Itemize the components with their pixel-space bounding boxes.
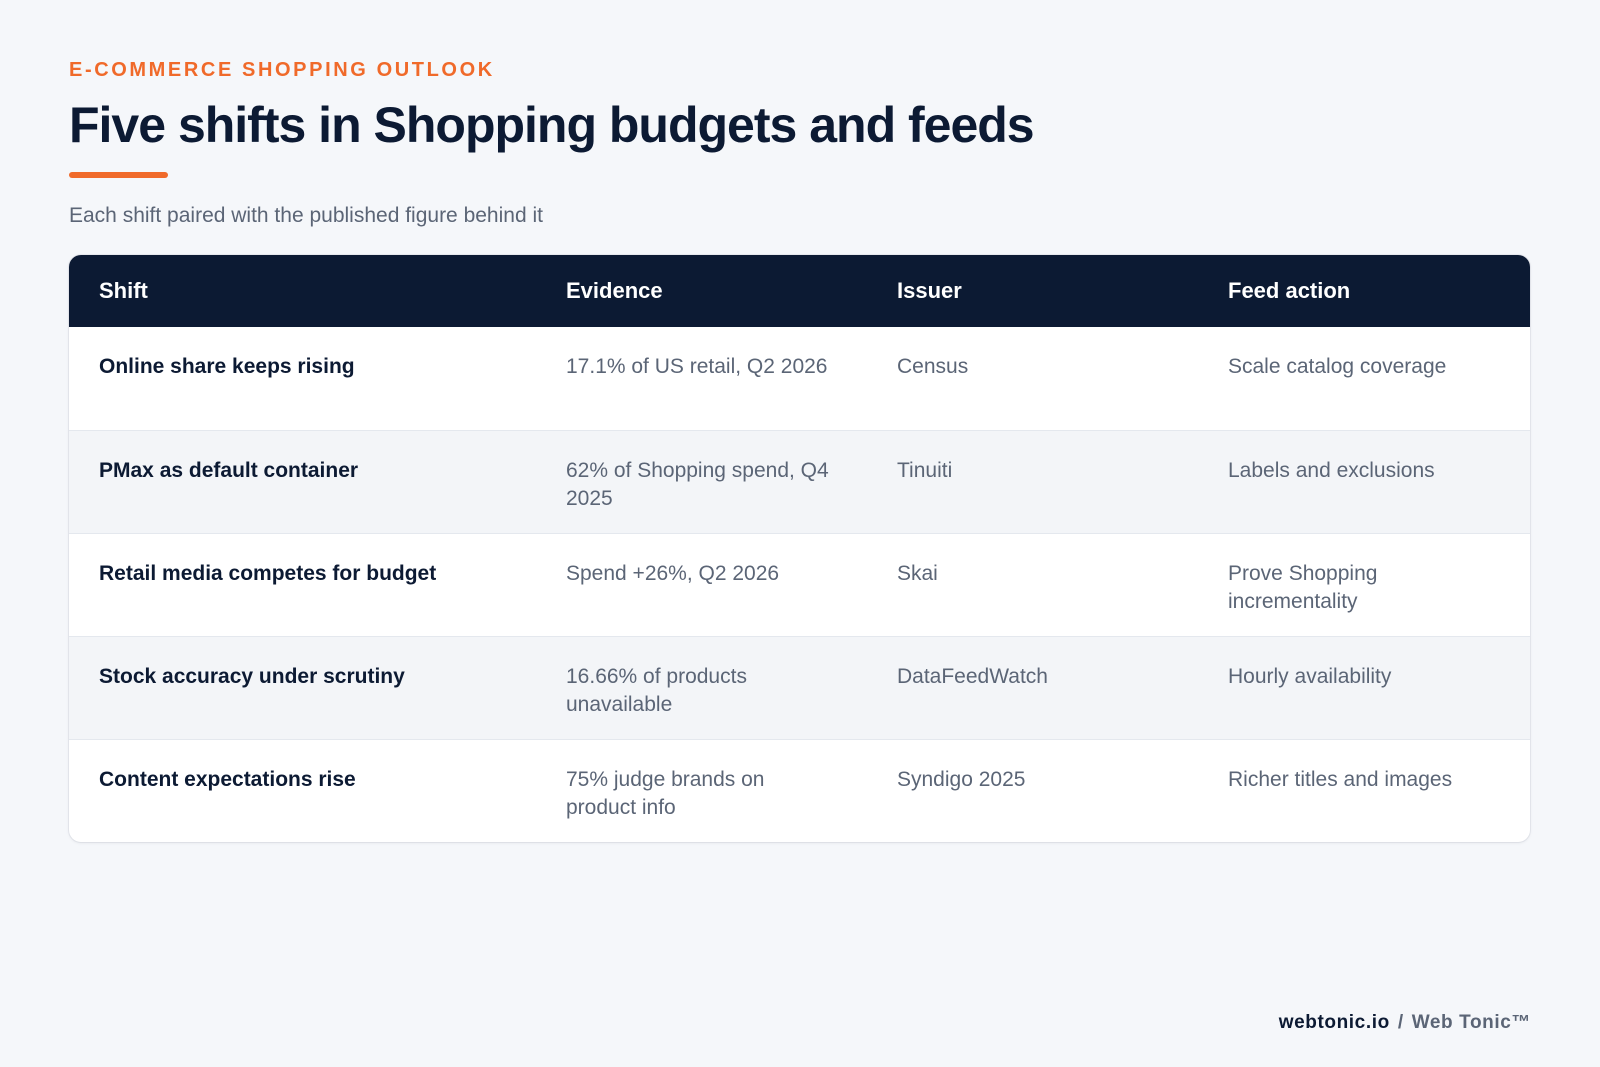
cell-evidence: Spend +26%, Q2 2026 <box>566 561 780 585</box>
cell-shift: Online share keeps rising <box>99 355 355 378</box>
cell-shift: PMax as default container <box>99 458 359 482</box>
cell-feed-action: Hourly availability <box>1228 664 1392 688</box>
column-header-shift: Shift <box>99 278 148 303</box>
footer-brand: Web Tonic™ <box>1411 1012 1531 1033</box>
column-header-feed-action: Feed action <box>1228 278 1351 303</box>
cell-evidence: 75% judge brands on product info <box>566 767 765 819</box>
cell-evidence: 16.66% of products unavailable <box>566 664 747 716</box>
accent-rule <box>69 172 168 178</box>
cell-issuer: Tinuiti <box>897 458 953 482</box>
table-row: Online share keeps rising 17.1% of US re… <box>69 327 1530 430</box>
shifts-table-card: Shift Evidence Issuer Feed action Online… <box>69 255 1530 842</box>
cell-shift: Retail media competes for budget <box>99 561 437 585</box>
table-row: Content expectations rise 75% judge bran… <box>69 739 1530 842</box>
column-header-issuer: Issuer <box>897 278 962 303</box>
page: E-COMMERCE SHOPPING OUTLOOK Five shifts … <box>69 56 1530 842</box>
page-title: Five shifts in Shopping budgets and feed… <box>69 97 1035 153</box>
cell-feed-action: Scale catalog coverage <box>1228 355 1447 378</box>
table-row: Stock accuracy under scrutiny 16.66% of … <box>69 636 1530 739</box>
shifts-table: Shift Evidence Issuer Feed action Online… <box>69 255 1530 842</box>
cell-shift: Stock accuracy under scrutiny <box>99 664 405 688</box>
footer-separator: / <box>1397 1012 1404 1033</box>
cell-feed-action: Richer titles and images <box>1228 767 1453 791</box>
table-row: Retail media competes for budget Spend +… <box>69 533 1530 636</box>
column-header-evidence: Evidence <box>566 278 663 303</box>
section-kicker: E-COMMERCE SHOPPING OUTLOOK <box>69 59 495 81</box>
footer-credit: webtonic.io / Web Tonic™ <box>1279 1012 1531 1034</box>
cell-issuer: DataFeedWatch <box>897 664 1048 688</box>
footer-site: webtonic.io <box>1278 1012 1390 1033</box>
table-header-row: Shift Evidence Issuer Feed action <box>69 255 1530 327</box>
cell-issuer: Census <box>897 355 969 378</box>
cell-feed-action: Labels and exclusions <box>1228 458 1435 482</box>
cell-evidence: 62% of Shopping spend, Q4 2025 <box>566 458 829 510</box>
cell-issuer: Skai <box>897 561 938 585</box>
table-row: PMax as default container 62% of Shoppin… <box>69 430 1530 533</box>
page-subtitle: Each shift paired with the published fig… <box>69 204 543 227</box>
cell-feed-action: Prove Shopping incrementality <box>1228 561 1378 613</box>
cell-evidence: 17.1% of US retail, Q2 2026 <box>566 355 828 378</box>
cell-issuer: Syndigo 2025 <box>897 767 1026 791</box>
cell-shift: Content expectations rise <box>99 767 356 791</box>
